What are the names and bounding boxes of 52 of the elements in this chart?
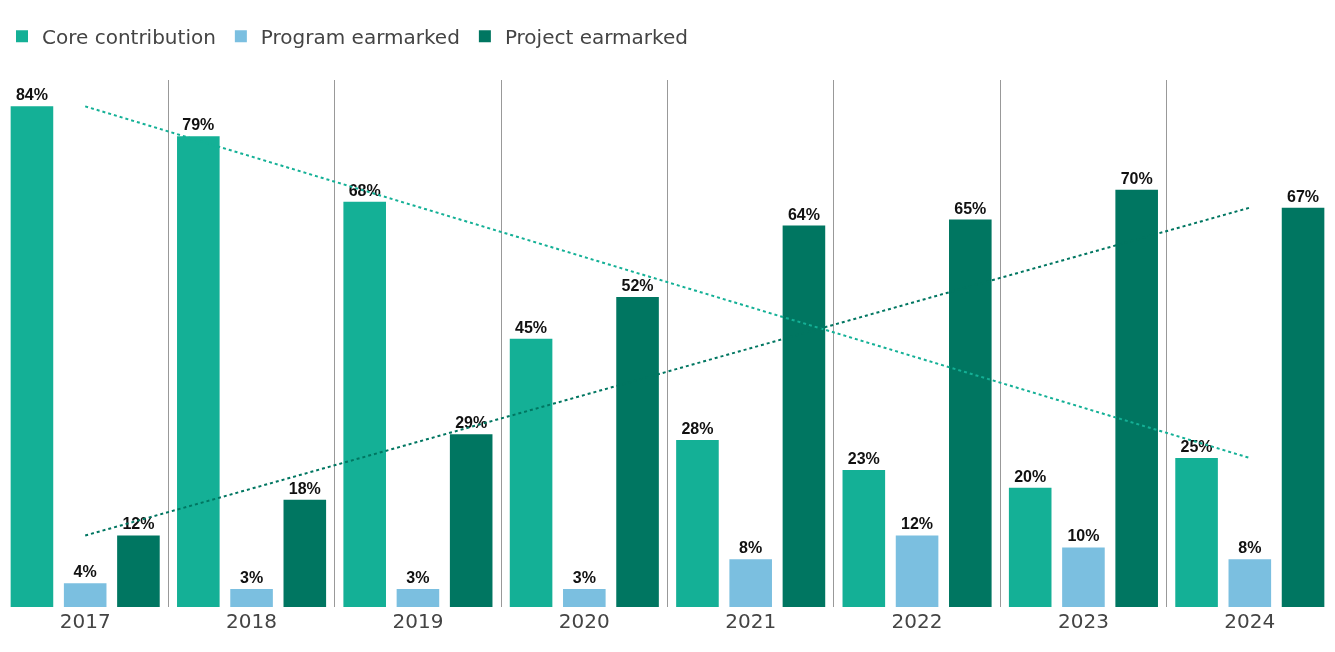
legend-label: Project earmarked [504,25,688,50]
bar [1281,207,1325,607]
x-tick-label: 2021 [725,609,777,633]
x-tick-label: 2020 [558,609,610,633]
x-tick-label: 2024 [1224,609,1276,633]
data-label: 52% [621,277,654,295]
data-label: 84% [15,86,48,104]
bar [396,589,440,607]
data-label: 45% [515,318,548,336]
x-tick-label: 2023 [1057,609,1109,633]
bar [343,201,386,607]
data-label: 70% [1120,169,1153,187]
bar [509,338,553,607]
data-label: 67% [1287,187,1320,205]
bar [1175,458,1218,607]
legend-label: Program earmarked [260,25,460,50]
bar [117,535,160,607]
data-label: 29% [455,414,488,432]
x-tick-label: 2018 [226,609,278,633]
data-label: 64% [787,205,820,223]
data-label: 25% [1180,438,1213,455]
data-label: 18% [288,479,321,497]
data-label: 8% [739,539,763,557]
data-label: 23% [847,449,880,467]
bar [1228,559,1272,607]
bar [676,440,719,607]
bar [729,559,772,607]
data-label: 3% [572,569,596,587]
bar [1062,547,1105,607]
data-label: 12% [122,515,155,533]
bar [230,589,273,607]
data-label: 3% [406,569,430,587]
x-tick-label: 2019 [392,609,444,633]
x-tick-label: 2017 [59,609,111,633]
bar [283,499,327,607]
data-label: 79% [182,116,215,134]
x-tick-label: 2022 [891,609,943,633]
data-label: 28% [681,420,714,438]
data-label: 12% [901,515,934,533]
data-label: 65% [954,199,987,217]
bar [842,469,886,607]
legend-label: Core contribution [42,25,216,50]
data-label: 8% [1238,539,1262,557]
bar [10,106,54,607]
data-label: 20% [1014,467,1047,485]
bar [895,535,939,607]
bar [1008,487,1052,607]
bar [563,589,606,607]
data-label: 4% [73,563,97,581]
data-label: 10% [1067,527,1100,545]
bar [63,583,107,607]
data-label: 3% [240,569,264,587]
